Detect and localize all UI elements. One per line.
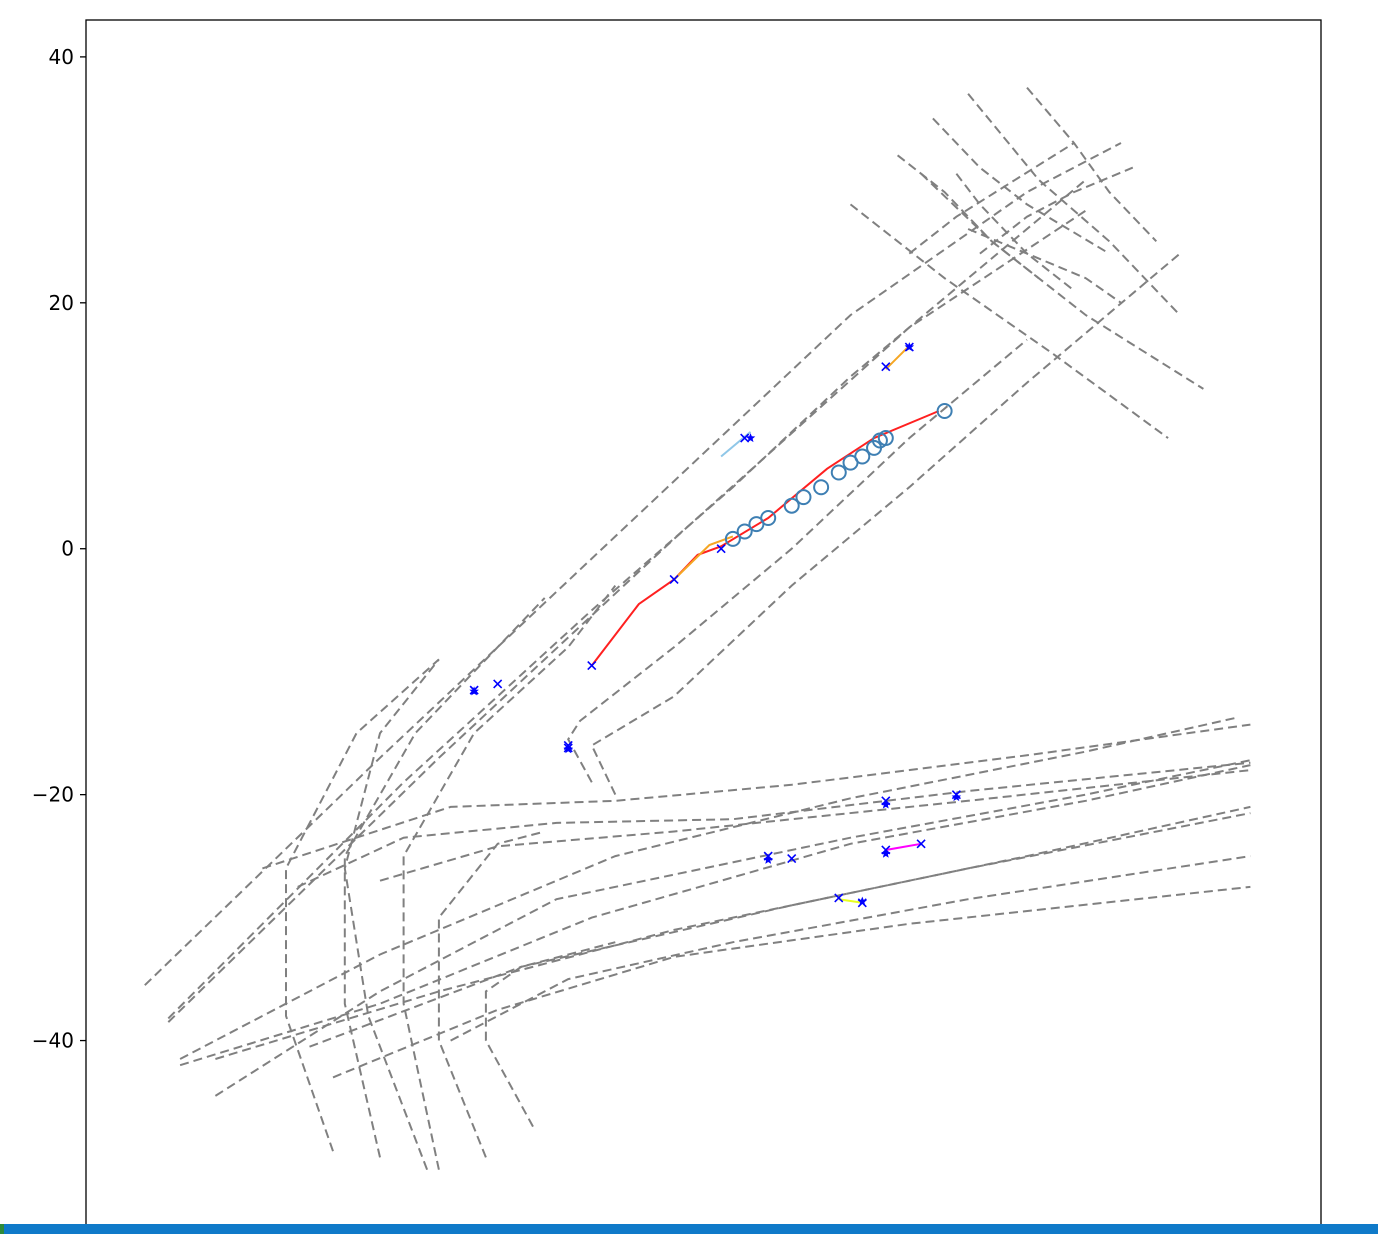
trajectory-line-2 [885,345,911,370]
x-marker-14 [834,893,844,903]
lane-line-29 [979,166,1134,255]
x-marker-11 [787,854,797,864]
trajectory-line-4 [885,842,922,851]
lane-line-23 [967,93,1181,316]
trajectory-circle-5 [795,489,812,506]
x-marker-3 [740,433,750,443]
lane-line-6 [215,812,1251,1060]
star-marker-1 [745,433,756,443]
trajectory-circle-13 [936,403,953,420]
trajectory-markers [469,342,962,908]
lane-line-24 [1026,86,1158,242]
star-marker-2 [469,686,479,696]
lane-line-3 [179,716,1239,1060]
lane-line-17 [437,830,545,1158]
lane-line-25 [955,173,1075,292]
trajectory-circle-9 [854,448,871,465]
trajectory-circle-7 [830,464,847,481]
lane-line-10 [379,769,1251,882]
status-bar-edge [0,1224,4,1234]
star-marker-6 [763,854,773,864]
lane-lines [144,86,1251,1171]
lane-line-20 [590,252,1181,796]
x-marker-1 [669,574,679,585]
status-bar [0,1224,1378,1234]
lane-line-15 [343,658,440,1171]
trajectory-line-1 [673,535,734,581]
lane-line-30 [967,228,1122,304]
lane-line-27 [896,154,1040,279]
lane-line-16 [285,658,440,1152]
x-marker-16 [493,679,503,689]
lane-line-26 [932,117,1110,255]
star-marker-7 [881,848,891,858]
trajectory-line-0 [591,410,940,667]
trajectory-circle-6 [813,479,830,496]
star-marker-4 [881,799,891,809]
lane-line-12 [262,723,1251,870]
x-marker-0 [587,660,597,671]
lane-line-2 [167,179,1087,1020]
lane-line-18 [484,941,616,1128]
lane-line-1 [167,209,1087,1023]
lane-line-4 [214,759,1251,1097]
y-tick-label-4: −40 [32,1029,74,1053]
lane-line-19 [567,338,1028,783]
star-marker-0 [904,342,915,352]
y-tick-label-2: 0 [61,537,74,561]
trajectory-circle-0 [724,530,741,547]
x-marker-2 [716,544,726,554]
lane-line-11 [297,761,1251,888]
lane-line-8 [332,885,1251,1079]
lane-line-21 [849,203,1169,439]
lane-line-7 [309,805,1251,1048]
lane-line-22 [920,172,1204,390]
trajectory-circle-1 [736,523,753,540]
y-axis-ticks: 40 20 0 −20 −40 [32,45,86,1053]
y-tick-label-0: 40 [49,45,74,69]
trajectory-line-5 [838,898,863,904]
lane-line-14 [402,584,617,1170]
trajectory-circle-4 [783,497,800,514]
y-tick-label-1: 20 [49,291,74,315]
y-tick-label-3: −20 [32,783,74,807]
star-marker-5 [951,792,962,802]
lane-line-9 [450,855,1251,1042]
trajectory-circle-3 [760,509,777,526]
x-marker-4 [881,362,891,372]
star-marker-3 [563,744,573,754]
lane-line-13 [343,597,546,1158]
x-marker-13 [916,839,926,849]
star-marker-8 [857,896,867,906]
lane-line-28 [908,142,1075,255]
trajectory-circle-12 [877,430,894,447]
